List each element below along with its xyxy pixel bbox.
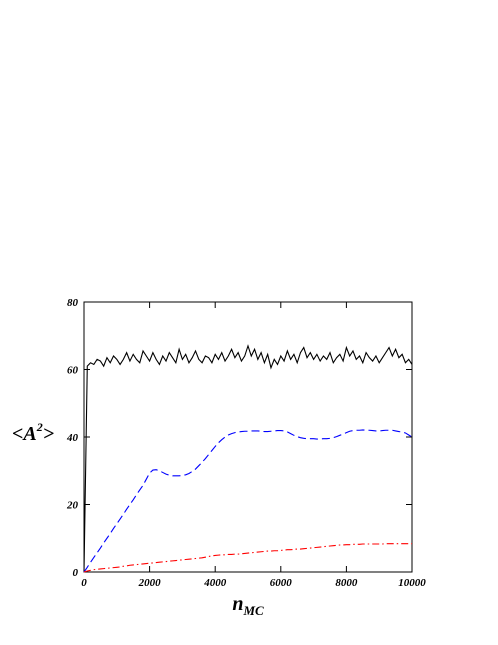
series-line — [83, 429, 413, 573]
x-tick-label: 0 — [81, 577, 87, 589]
y-tick-label: 80 — [67, 297, 79, 309]
series-line — [83, 543, 412, 573]
x-tick-label: 4000 — [203, 577, 227, 589]
x-label-sub: MC — [242, 603, 264, 618]
y-tick-label: 0 — [73, 567, 79, 579]
y-label-sup: 2 — [36, 420, 43, 434]
x-label-main: n — [232, 593, 243, 615]
y-tick-label: 60 — [67, 365, 79, 377]
y-label-main: <A — [12, 423, 37, 445]
y-label-end: > — [43, 423, 54, 445]
y-tick-label: 40 — [66, 432, 79, 444]
y-tick-label: 20 — [66, 500, 79, 512]
x-tick-label: 2000 — [138, 577, 162, 589]
x-tick-label: 6000 — [270, 577, 293, 589]
x-tick-label: 8000 — [335, 577, 358, 589]
x-axis-label: nMC — [232, 593, 264, 618]
series-line — [83, 344, 413, 573]
plot-frame — [83, 301, 413, 573]
y-axis-label: <A2> — [12, 420, 54, 445]
x-tick-label: 10000 — [398, 577, 426, 589]
